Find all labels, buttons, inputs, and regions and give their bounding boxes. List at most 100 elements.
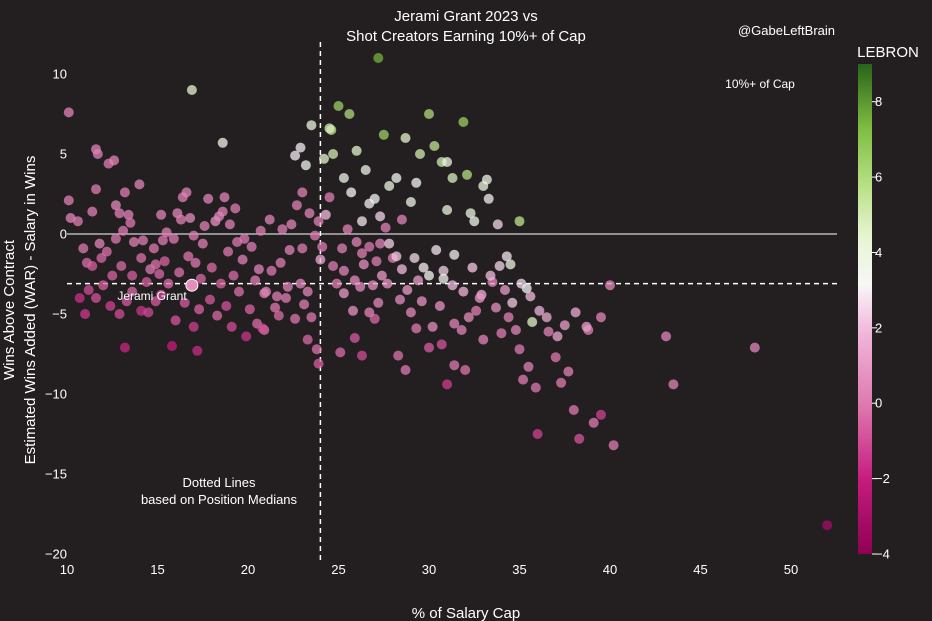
data-point: [467, 262, 478, 273]
data-point: [324, 123, 335, 134]
data-point: [348, 305, 358, 316]
annotation-player-label: Jerami Grant: [117, 289, 187, 303]
data-point: [550, 352, 561, 363]
data-point: [250, 275, 261, 286]
data-point: [110, 233, 121, 244]
data-point: [87, 261, 98, 271]
data-point: [438, 273, 449, 284]
data-point: [568, 405, 579, 415]
data-point: [246, 241, 257, 252]
annotation-cap-note: 10%+ of Cap: [725, 77, 795, 91]
data-point: [396, 214, 407, 225]
data-point: [83, 285, 94, 295]
colorbar-label: LEBRON: [857, 44, 919, 61]
data-point: [188, 230, 199, 241]
data-point: [319, 153, 329, 164]
data-point: [358, 259, 369, 270]
data-point: [156, 209, 167, 220]
data-point: [205, 294, 215, 305]
highlight-point-jerami-grant: [185, 278, 199, 292]
data-point: [91, 184, 101, 195]
data-point: [424, 270, 434, 281]
data-point: [119, 187, 130, 198]
data-point: [91, 293, 101, 303]
y-axis-label-line-2: Estimated Wins Added (WAR) - Salary in W…: [22, 156, 39, 465]
data-point: [121, 296, 132, 307]
data-point: [500, 285, 510, 295]
data-point: [284, 245, 295, 255]
chart-title-line-2: Shot Creators Earning 10%+ of Cap: [346, 28, 586, 45]
x-tick-label: 10: [60, 562, 74, 577]
data-point: [405, 197, 416, 207]
data-point: [136, 253, 147, 263]
data-point: [237, 254, 248, 265]
data-point: [168, 233, 179, 244]
data-point: [510, 325, 521, 335]
data-point: [190, 257, 201, 268]
data-point: [266, 265, 277, 276]
y-tick-label: −5: [52, 307, 67, 322]
data-point: [181, 187, 192, 198]
data-point: [129, 237, 139, 247]
data-point: [186, 85, 197, 95]
data-point: [396, 264, 407, 275]
data-point: [101, 246, 112, 257]
data-point: [436, 339, 447, 350]
y-axis-ticks: 10 5 0 −5 −10 −15 −20: [45, 67, 67, 562]
data-point: [337, 243, 348, 254]
data-point: [188, 321, 199, 332]
data-point: [253, 264, 264, 275]
data-point: [400, 365, 411, 375]
data-point: [527, 317, 538, 327]
data-point: [442, 157, 453, 167]
data-point: [494, 261, 505, 271]
data-point: [438, 265, 449, 276]
data-point: [179, 297, 190, 308]
data-point: [176, 214, 186, 225]
data-point: [98, 280, 109, 291]
data-point: [313, 358, 324, 369]
data-point: [127, 270, 138, 281]
data-point: [496, 328, 507, 339]
watermark-handle: @GabeLeftBrain: [738, 23, 835, 38]
data-point: [749, 342, 760, 353]
x-tick-label: 25: [331, 562, 345, 577]
data-point: [125, 217, 136, 228]
data-point: [304, 208, 315, 219]
data-point: [471, 305, 482, 316]
data-point: [163, 278, 174, 289]
data-point: [559, 320, 570, 331]
data-point: [449, 318, 460, 329]
data-point: [367, 280, 378, 291]
data-point: [199, 221, 210, 231]
data-point: [170, 315, 181, 326]
data-point: [380, 222, 391, 233]
data-point: [469, 216, 480, 227]
data-point: [157, 235, 168, 246]
colorbar-tick-label: 0: [875, 396, 882, 411]
data-point: [221, 301, 232, 311]
data-point: [87, 206, 98, 217]
data-point: [80, 309, 91, 319]
data-point: [570, 307, 581, 318]
data-point: [449, 360, 460, 371]
data-point: [822, 520, 833, 531]
data-point: [174, 267, 185, 278]
data-point: [255, 225, 266, 236]
data-point: [259, 288, 270, 299]
data-point: [391, 173, 402, 183]
data-point: [608, 440, 619, 451]
data-point: [357, 248, 367, 259]
data-point: [525, 291, 536, 302]
data-point: [219, 192, 230, 203]
data-point: [114, 208, 125, 219]
data-point: [138, 235, 148, 246]
data-point: [503, 312, 514, 323]
data-point: [458, 117, 469, 127]
data-point: [282, 281, 293, 292]
data-point: [195, 273, 206, 284]
data-point: [297, 187, 308, 198]
data-point: [328, 261, 339, 271]
data-point: [384, 181, 395, 191]
data-point: [391, 251, 402, 262]
